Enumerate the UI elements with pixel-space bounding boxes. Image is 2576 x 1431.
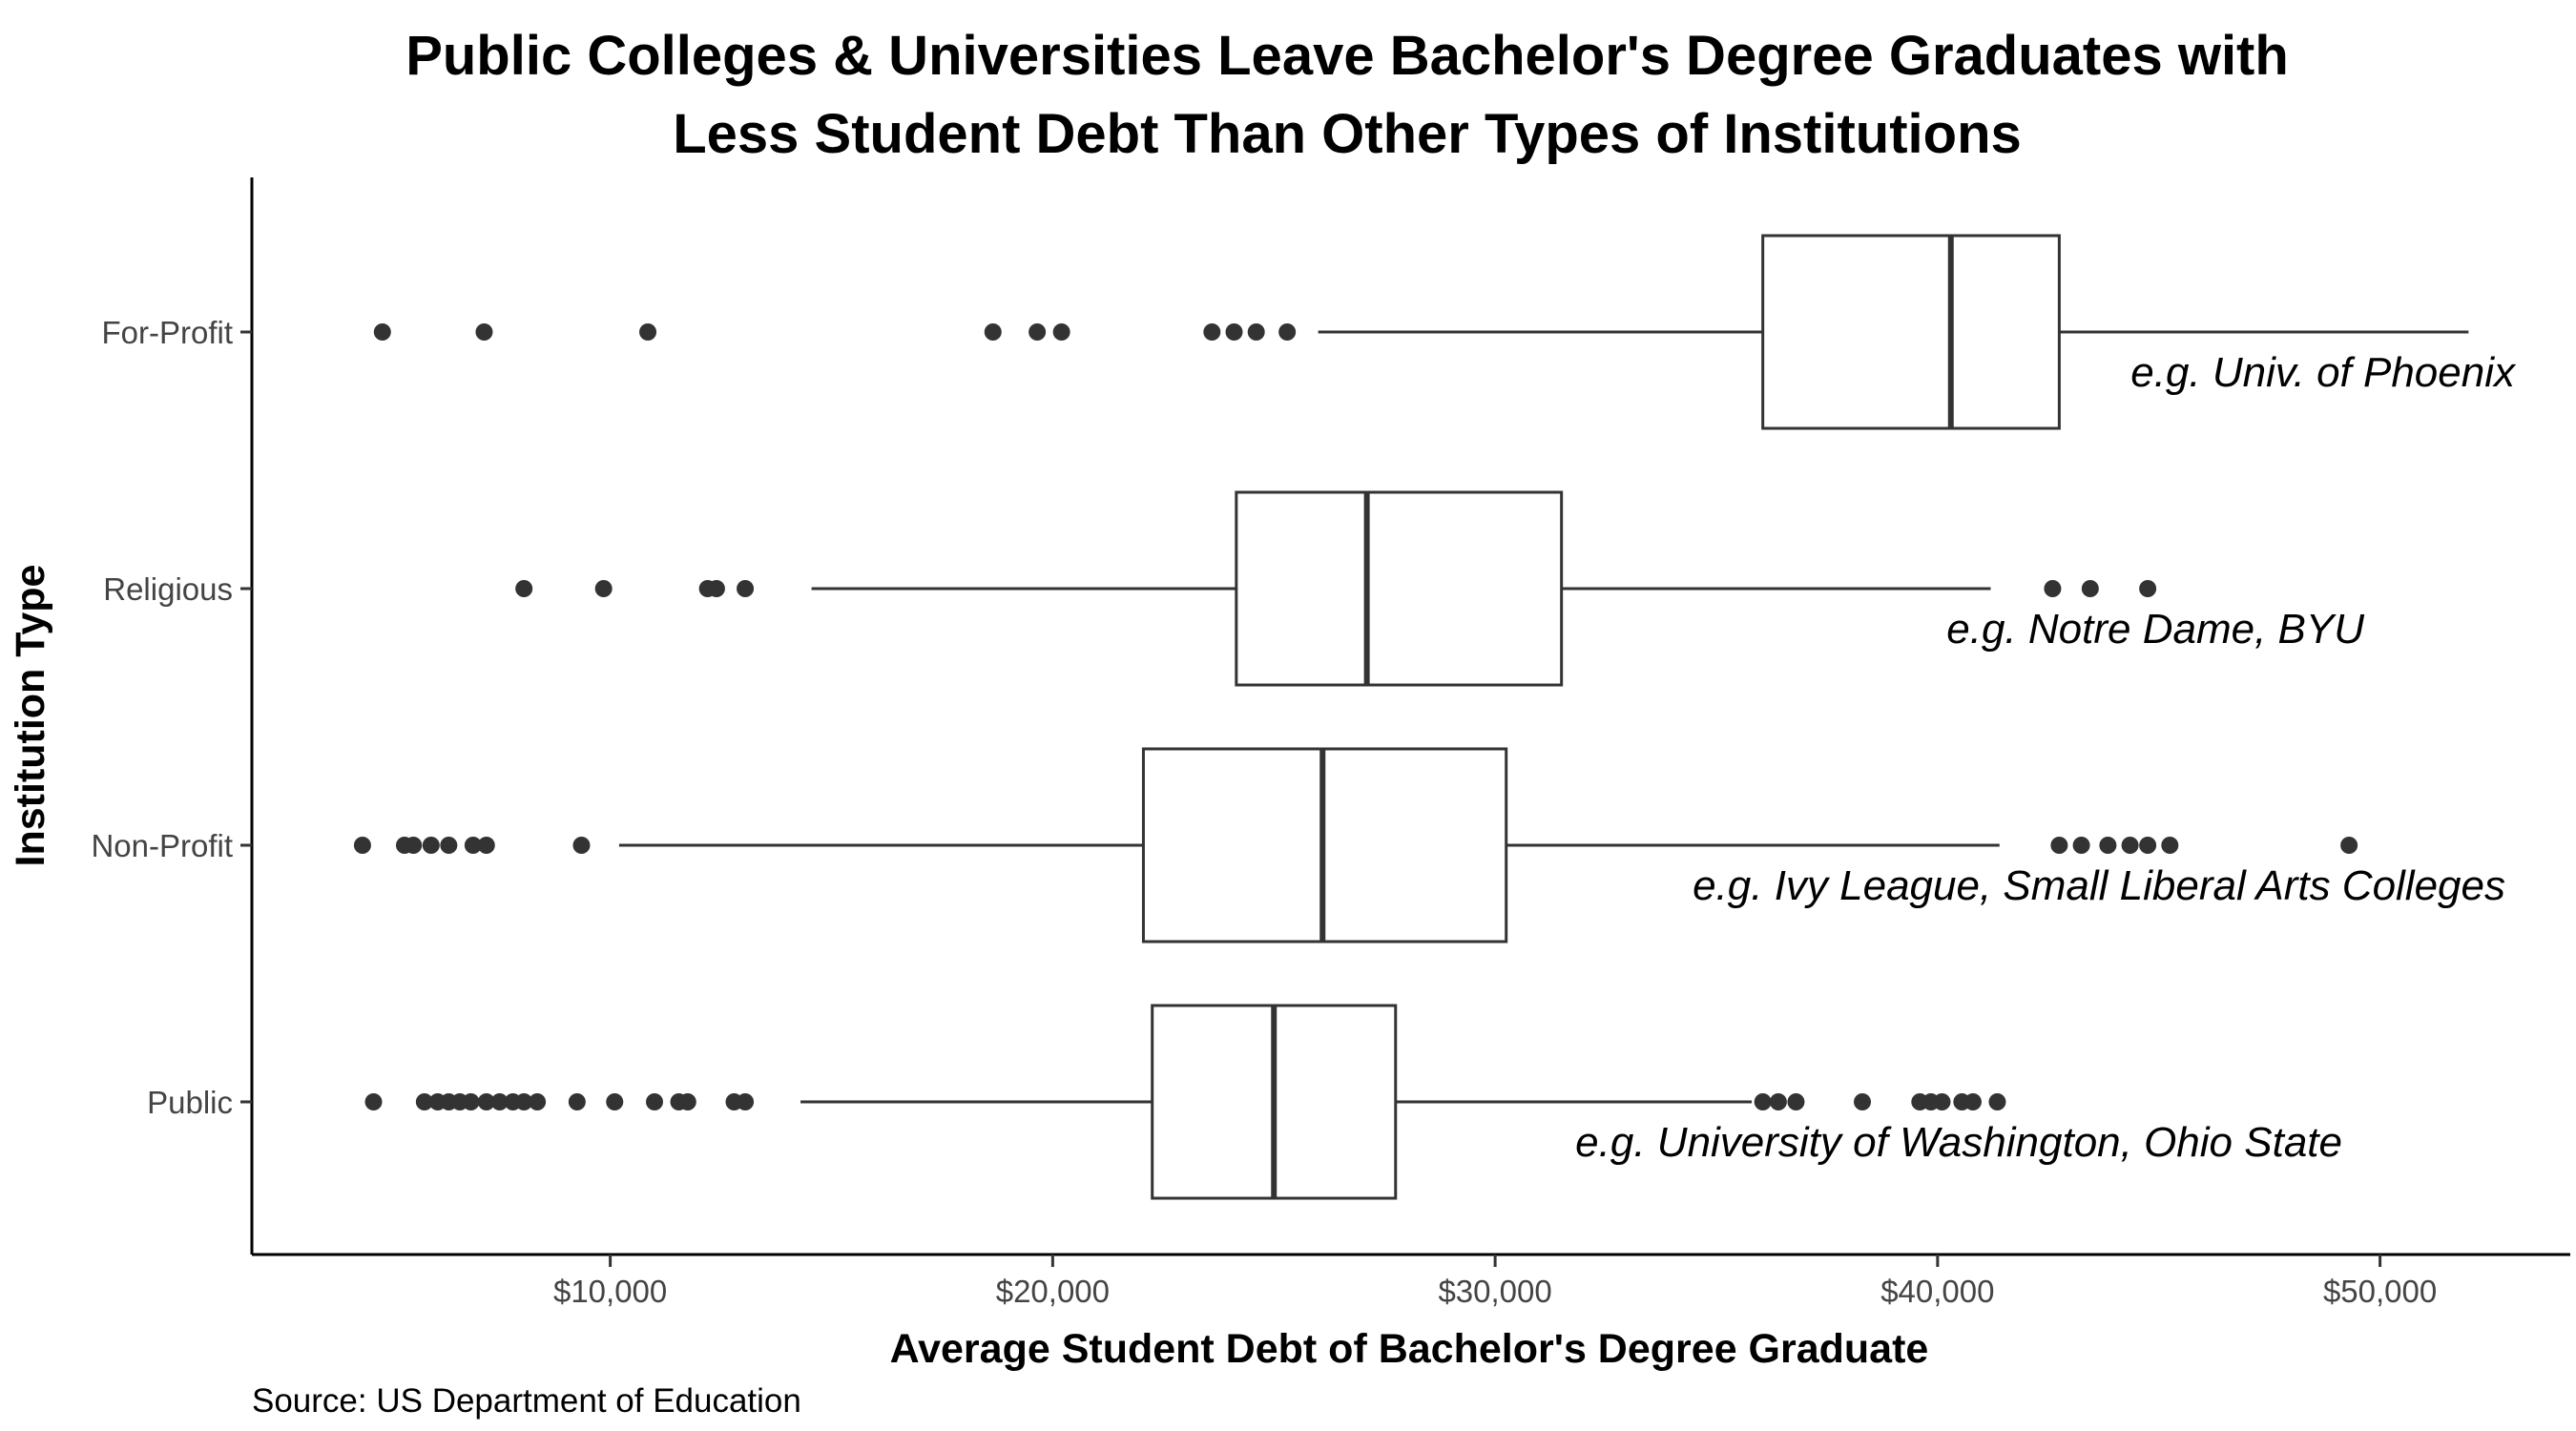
outlier-point [1854,1093,1872,1110]
outlier-point [2139,837,2157,854]
outlier-point [2099,837,2117,854]
x-axis-title: Average Student Debt of Bachelor's Degre… [890,1326,1929,1372]
boxplot-religious: e.g. Notre Dame, BYU [515,490,2364,687]
x-tick-label: $50,000 [2323,1274,2437,1309]
outlier-point [2072,837,2090,854]
outlier-point [373,323,391,341]
boxplot-non-profit: e.g. Ivy League, Small Liberal Arts Coll… [353,747,2505,944]
outlier-point [475,323,493,341]
outlier-point [477,837,495,854]
outlier-point [678,1093,696,1110]
outlier-point [2050,837,2068,854]
example-annotation: e.g. Notre Dame, BYU [1946,606,2364,653]
outlier-point [737,580,755,597]
outlier-point [477,1093,495,1110]
outlier-point [1787,1093,1805,1110]
outlier-point [353,837,371,854]
outlier-point [568,1093,586,1110]
example-annotation: e.g. Ivy League, Small Liberal Arts Coll… [1693,862,2505,909]
outlier-point [364,1093,383,1110]
outlier-point [2081,580,2099,597]
outlier-point [405,837,423,854]
chart-title-line-2: Less Student Debt Than Other Types of In… [673,103,2022,165]
chart-title-line-1: Public Colleges & Universities Leave Bac… [405,25,2289,87]
outlier-point [1225,323,1243,341]
outlier-point [606,1093,624,1110]
y-tick-label: Religious [103,571,233,607]
outlier-point [2139,580,2157,597]
outlier-point [1028,323,1047,341]
outlier-point [515,580,533,597]
outlier-point [2340,837,2358,854]
y-tick-label: Non-Profit [91,828,233,863]
outlier-point [2161,837,2179,854]
source-caption: Source: US Department of Education [252,1382,801,1420]
y-axis-ticks: For-Profit Religious Non-Profit Public [91,315,252,1120]
outlier-point [462,1093,480,1110]
outlier-point [737,1093,755,1110]
outlier-point [639,323,657,341]
outlier-point [529,1093,547,1110]
x-tick-label: $10,000 [553,1274,667,1309]
y-tick-label: For-Profit [101,315,233,350]
outlier-point [646,1093,664,1110]
outlier-point [440,837,458,854]
outlier-point [1754,1093,1772,1110]
outlier-point [1203,323,1221,341]
boxplot-for-profit: e.g. Univ. of Phoenix [373,234,2517,430]
outlier-point [422,837,440,854]
y-tick-label: Public [147,1085,233,1120]
iqr-box [1235,490,1564,687]
outlier-point [984,323,1002,341]
outlier-point [2044,580,2062,597]
iqr-box [1761,234,2061,430]
outlier-point [515,1093,533,1110]
outlier-point [594,580,613,597]
outlier-point [1769,1093,1787,1110]
outlier-point [1988,1093,2006,1110]
outlier-point [490,1093,509,1110]
x-tick-label: $30,000 [1438,1274,1551,1309]
x-tick-label: $40,000 [1880,1274,1994,1309]
outlier-point [1278,323,1297,341]
outlier-point [2121,837,2139,854]
outlier-point [415,1093,433,1110]
x-tick-label: $20,000 [996,1274,1110,1309]
outlier-point [1052,323,1070,341]
outlier-point [464,837,482,854]
outlier-point [572,837,591,854]
x-axis-ticks: $10,000 $20,000 $30,000 $40,000 $50,000 [553,1255,2437,1309]
boxplot-public: e.g. University of Washington, Ohio Stat… [364,1004,2342,1200]
outlier-point [707,580,725,597]
y-axis-title: Institution Type [8,565,53,867]
outlier-point [1247,323,1265,341]
outlier-point [1963,1093,1982,1110]
example-annotation: e.g. Univ. of Phoenix [2130,349,2517,396]
plot-area: e.g. Univ. of Phoenix e.g. Notre Dame, BY… [353,234,2517,1200]
outlier-point [1933,1093,1951,1110]
example-annotation: e.g. University of Washington, Ohio Stat… [1575,1119,2342,1166]
